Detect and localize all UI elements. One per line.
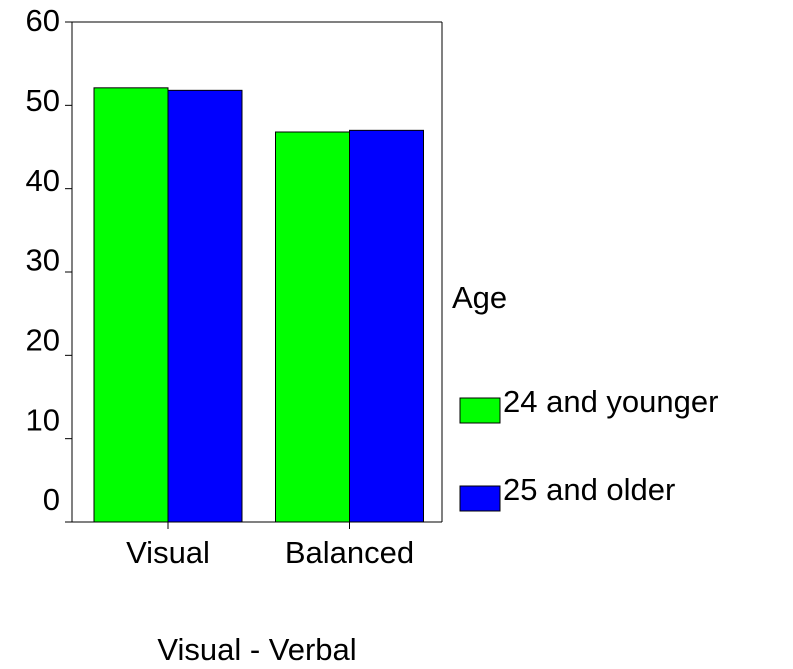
x-tick-label: Visual — [126, 535, 210, 570]
bar — [349, 129, 424, 523]
y-tick-label: 50 — [26, 83, 60, 118]
x-tick-label: Balanced — [285, 535, 414, 570]
legend-label: 25 and older — [503, 472, 675, 507]
y-tick-label: 10 — [26, 402, 60, 437]
y-tick-label: 30 — [26, 243, 60, 278]
y-tick-label: 20 — [26, 323, 60, 358]
legend-title: Age — [452, 280, 507, 315]
bar — [275, 131, 350, 523]
y-tick-label: 60 — [26, 3, 60, 38]
bar — [167, 89, 243, 523]
x-axis-title: Visual - Verbal — [157, 632, 356, 667]
legend-swatch — [459, 485, 501, 512]
y-tick-label: 40 — [26, 163, 60, 198]
y-tick-label: 0 — [43, 482, 60, 517]
legend-label: 24 and younger — [503, 384, 718, 419]
bar — [93, 87, 169, 523]
legend-swatch — [459, 397, 501, 424]
